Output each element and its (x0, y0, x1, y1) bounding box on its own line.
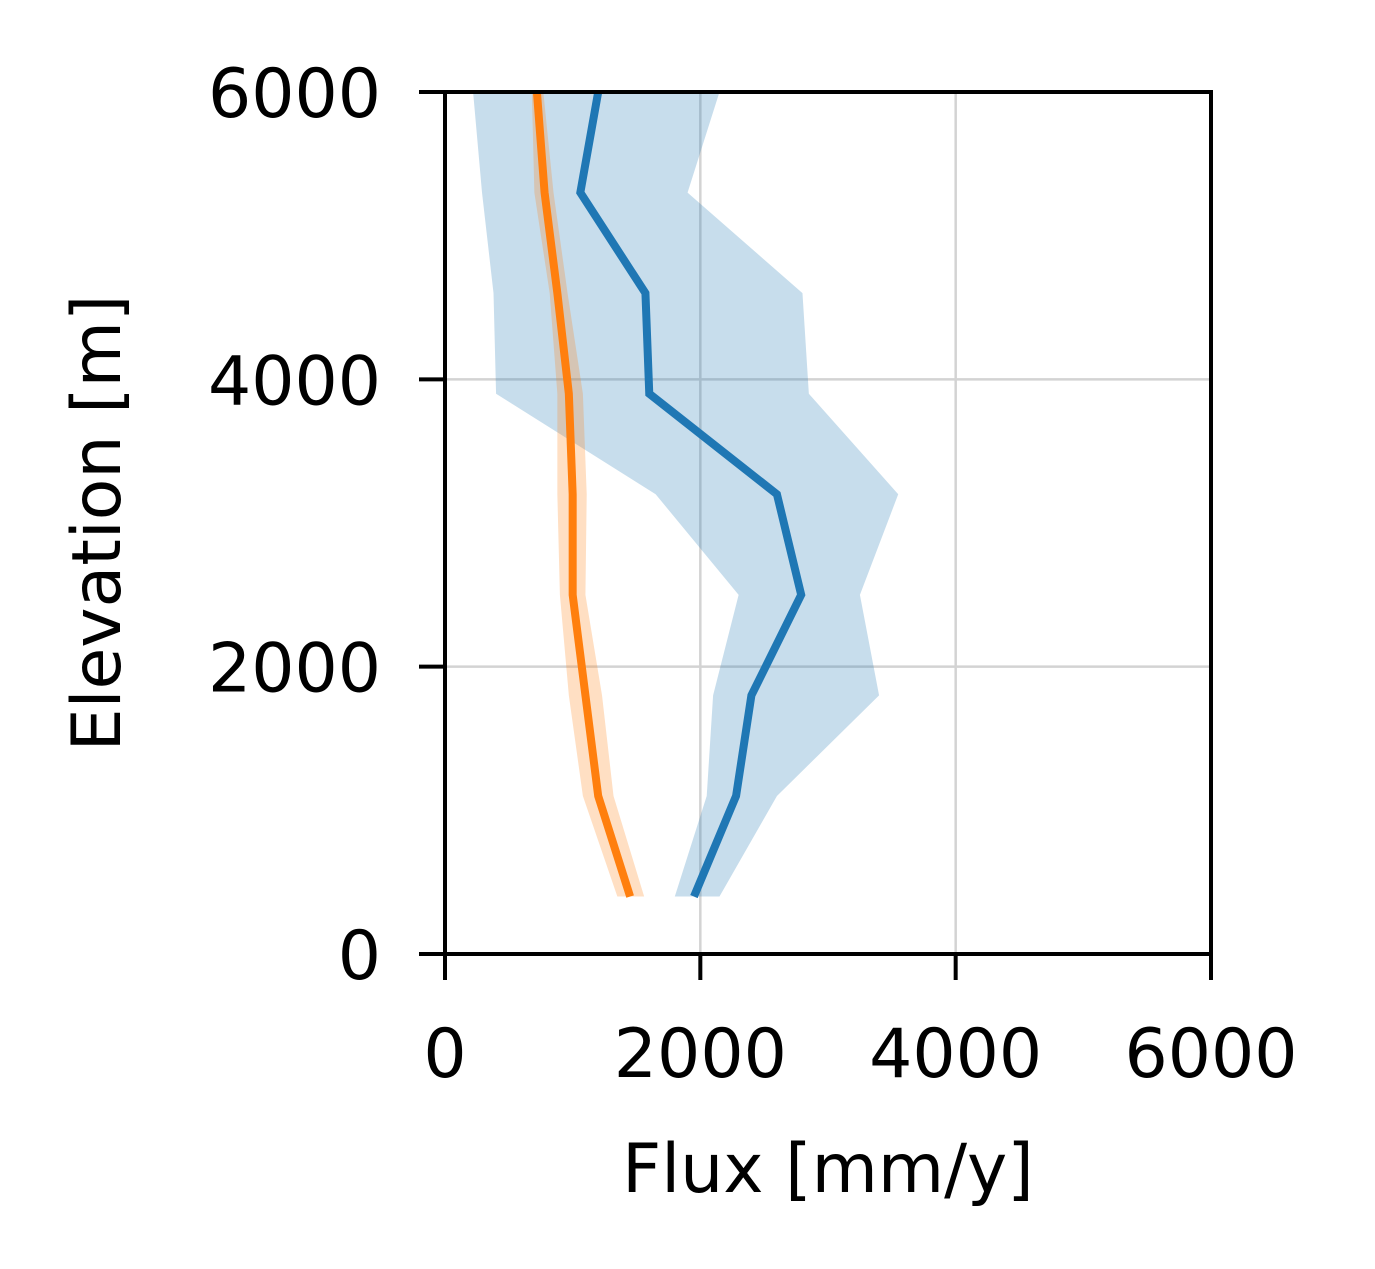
y-axis-label: Elevation [m] (58, 295, 137, 752)
axis-ticks: 0 2000 4000 6000 0 2000 4000 6000 (208, 55, 1298, 1094)
plot-frame (443, 90, 1213, 956)
series-1-band (473, 92, 899, 897)
y-tick-label: 4000 (208, 342, 381, 421)
x-tick-label: 2000 (614, 1015, 787, 1094)
series-2-line (532, 91, 634, 898)
x-tick-label: 6000 (1124, 1015, 1297, 1094)
x-axis-label: Flux [mm/y] (622, 1130, 1034, 1209)
x-tick-label: 4000 (869, 1015, 1042, 1094)
y-tick-label: 2000 (208, 630, 381, 709)
uncertainty-bands (473, 92, 899, 897)
y-tick-label: 0 (338, 917, 381, 996)
series-1-line (576, 91, 806, 899)
y-tick-label: 6000 (208, 55, 381, 134)
x-tick-label: 0 (423, 1015, 466, 1094)
series-lines (532, 91, 806, 899)
